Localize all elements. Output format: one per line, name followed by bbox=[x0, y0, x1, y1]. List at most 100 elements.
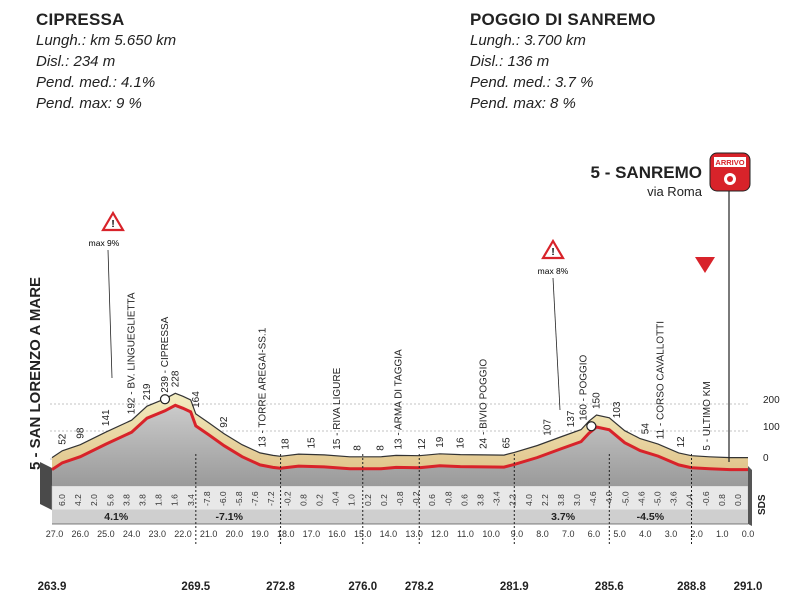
gradient-value: -3.4 bbox=[492, 491, 502, 506]
point-label: 137 bbox=[566, 410, 577, 427]
km-to-go: 15.0 bbox=[354, 529, 372, 539]
gradient-value: 3.8 bbox=[138, 494, 148, 506]
gradient-band bbox=[52, 510, 748, 524]
max-gradient-marker-poggio: ! max 8% bbox=[538, 238, 569, 276]
point-label: 15 - RIVA LIGURE bbox=[332, 367, 343, 449]
gradient-value: 1.8 bbox=[154, 494, 164, 506]
gradient-value: -5.0 bbox=[653, 491, 663, 506]
altitude-tick-0: 0 bbox=[763, 453, 769, 464]
summit-marker bbox=[586, 421, 597, 432]
point-label: 8 bbox=[353, 445, 364, 451]
climb-name: CIPRESSA bbox=[36, 10, 125, 29]
point-label: 54 bbox=[640, 423, 651, 435]
profile-base bbox=[40, 462, 752, 526]
km-marker: 288.8 bbox=[677, 581, 706, 593]
sds-label: SDS bbox=[757, 494, 768, 515]
point-label: 141 bbox=[101, 409, 112, 426]
profile-terrain-fill bbox=[52, 393, 748, 486]
point-label: 164 bbox=[191, 391, 202, 408]
route-line bbox=[51, 403, 748, 472]
max-gradient-marker-cipressa: ! max 9% bbox=[89, 210, 125, 248]
finish-street: via Roma bbox=[647, 184, 702, 199]
km-to-go: 8.0 bbox=[536, 529, 549, 539]
km-marker: 269.5 bbox=[181, 581, 210, 593]
gradient-value: -0.2 bbox=[411, 491, 421, 506]
point-label: 92 bbox=[219, 416, 230, 428]
gradient-value: -7.2 bbox=[266, 491, 276, 506]
point-label: 160 - POGGIO bbox=[579, 354, 590, 420]
km-to-go: 17.0 bbox=[303, 529, 321, 539]
warning-triangle-icon bbox=[101, 210, 125, 232]
gradient-value: 0.6 bbox=[459, 494, 469, 506]
km-to-go: 4.0 bbox=[639, 529, 652, 539]
last-km-flag-icon bbox=[695, 257, 715, 273]
point-label: 5 - ULTIMO KM bbox=[702, 381, 713, 450]
point-label: 12 bbox=[417, 438, 428, 450]
gradient-value: -4.6 bbox=[588, 491, 598, 506]
finish-badge-text: ARRIVO bbox=[715, 158, 744, 167]
finish-badge: ARRIVO bbox=[709, 152, 751, 462]
altitude-tick-100: 100 bbox=[763, 422, 780, 433]
km-to-go: 14.0 bbox=[380, 529, 398, 539]
gradient-value: 3.8 bbox=[556, 494, 566, 506]
km-to-go: 26.0 bbox=[71, 529, 89, 539]
km-to-go: 18.0 bbox=[277, 529, 295, 539]
warning-exclamation-icon: ! bbox=[111, 219, 114, 230]
point-label: 13 - TORRE AREGAI-SS.1 bbox=[258, 327, 269, 447]
km-to-go: 25.0 bbox=[97, 529, 115, 539]
point-label: 12 bbox=[676, 436, 687, 448]
gradient-value: 3.8 bbox=[476, 494, 486, 506]
point-label: 98 bbox=[75, 427, 86, 439]
finish-location: 5 - SANREMO via Roma bbox=[572, 163, 702, 199]
gradient-value: 0.2 bbox=[315, 494, 325, 506]
gradient-value: -3.6 bbox=[669, 491, 679, 506]
gradient-value: 1.0 bbox=[347, 494, 357, 506]
climb-average-gradient: Pend. med.: 4.1% bbox=[36, 74, 156, 91]
point-label: 150 bbox=[592, 392, 603, 409]
gradient-value: 2.2 bbox=[508, 494, 518, 506]
marker-leader bbox=[107, 249, 113, 379]
gradient-value: 5.6 bbox=[105, 494, 115, 506]
gradient-value: -5.0 bbox=[620, 491, 630, 506]
climb-elevation-gain: Disl.: 234 m bbox=[36, 53, 116, 70]
average-gradient-label: -4.5% bbox=[637, 511, 665, 523]
gradient-value: -0.8 bbox=[443, 491, 453, 506]
gradient-value: 0.6 bbox=[427, 494, 437, 506]
km-to-go: 0.0 bbox=[742, 529, 755, 539]
gradient-value: 6.0 bbox=[57, 494, 67, 506]
gradient-value: 2.0 bbox=[89, 494, 99, 506]
gradient-value: 4.0 bbox=[524, 494, 534, 506]
gradient-value: 0.2 bbox=[379, 494, 389, 506]
km-to-go: 6.0 bbox=[588, 529, 601, 539]
gradient-value: -5.8 bbox=[234, 491, 244, 506]
km-marker: 285.6 bbox=[595, 581, 624, 593]
point-label: 239 - CIPRESSA bbox=[160, 316, 171, 392]
point-label: 16 bbox=[455, 437, 466, 449]
marker-leader bbox=[552, 277, 561, 411]
average-gradient-label: 4.1% bbox=[104, 511, 129, 523]
profile-area bbox=[51, 392, 748, 486]
km-to-go: 21.0 bbox=[200, 529, 218, 539]
km-to-go: 19.0 bbox=[251, 529, 269, 539]
climb-name: POGGIO DI SANREMO bbox=[470, 10, 656, 29]
km-to-go: 27.0 bbox=[46, 529, 64, 539]
average-gradient-label: -7.1% bbox=[215, 511, 243, 523]
gradient-value: -4.6 bbox=[636, 491, 646, 506]
gradient-value: -6.0 bbox=[218, 491, 228, 506]
max-gradient-label: max 8% bbox=[538, 266, 569, 276]
km-to-go: 3.0 bbox=[665, 529, 678, 539]
gradient-value: 4.2 bbox=[73, 494, 83, 506]
point-label: 103 bbox=[612, 401, 623, 418]
gradient-value: -0.4 bbox=[331, 491, 341, 506]
km-marker: 291.0 bbox=[734, 581, 763, 593]
climb-max-gradient: Pend. max: 8 % bbox=[470, 95, 576, 112]
gradient-value: -0.2 bbox=[282, 491, 292, 506]
km-marker: 263.9 bbox=[38, 581, 67, 593]
climb-elevation-gain: Disl.: 136 m bbox=[470, 53, 550, 70]
climb-average-gradient: Pend. med.: 3.7 % bbox=[470, 74, 594, 91]
km-to-go: 12.0 bbox=[431, 529, 449, 539]
point-label: 19 bbox=[435, 436, 446, 448]
average-gradient-label: 3.7% bbox=[551, 511, 576, 523]
km-to-go: 7.0 bbox=[562, 529, 575, 539]
